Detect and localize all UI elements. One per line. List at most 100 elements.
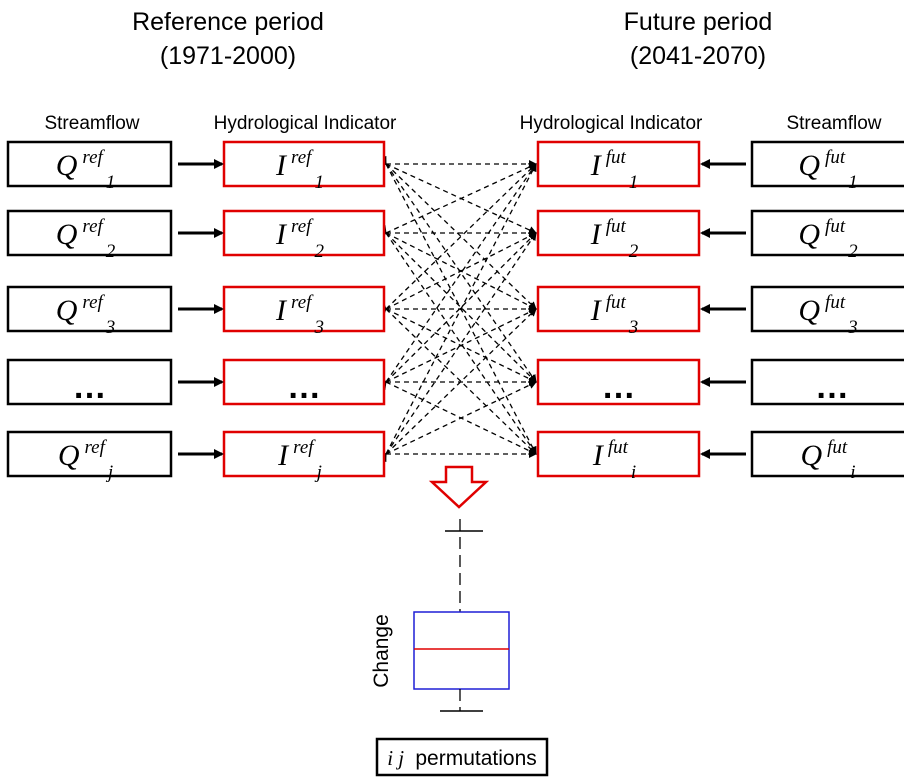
permutation-links xyxy=(377,155,537,463)
future-streamflow-box xyxy=(750,140,904,188)
future-indicator-box xyxy=(536,209,701,257)
formula-base: Q xyxy=(56,294,78,327)
formula-superscript: ref xyxy=(293,437,316,458)
boxplot-box xyxy=(413,611,510,690)
formula-superscript: ref xyxy=(82,292,105,313)
permutation-link xyxy=(378,308,537,462)
formula-subscript: 1 xyxy=(314,172,324,193)
formula-subscript: 2 xyxy=(106,241,116,262)
reference-indicator-box xyxy=(222,430,386,478)
formula-subscript: 1 xyxy=(106,172,116,193)
formula-subscript: 1 xyxy=(629,172,639,193)
formula-base: Q xyxy=(800,439,822,472)
future-period-years: (2041-2070) xyxy=(630,42,766,70)
reference-streamflow-box xyxy=(6,430,173,478)
formula-superscript: fut xyxy=(825,147,846,168)
formula-base: I xyxy=(275,218,288,251)
formula-subscript: 2 xyxy=(629,241,639,262)
formula-subscript: 1 xyxy=(848,172,858,193)
ellipsis-text: … xyxy=(602,368,636,406)
ellipsis-text: … xyxy=(73,368,107,406)
row-4: ………… xyxy=(6,358,904,406)
reference-indicator-box xyxy=(222,209,386,257)
formula-subscript: 3 xyxy=(313,317,324,338)
streamflow-header-right: Streamflow xyxy=(786,113,881,134)
formula-superscript: fut xyxy=(825,216,846,237)
formula-base: Q xyxy=(798,218,820,251)
formula-base: Q xyxy=(798,149,820,182)
formula-subscript: j xyxy=(105,462,113,483)
formula-base: Q xyxy=(798,294,820,327)
formula-superscript: ref xyxy=(82,147,105,168)
formula-superscript: ref xyxy=(291,216,314,237)
reference-streamflow-box xyxy=(6,209,173,257)
formula-superscript: fut xyxy=(825,292,846,313)
formula-superscript: ref xyxy=(82,216,105,237)
future-indicator-box xyxy=(536,140,701,188)
ellipsis-text: … xyxy=(815,368,849,406)
down-arrow-icon xyxy=(428,465,490,509)
reference-indicator-box xyxy=(222,285,386,333)
formula-superscript: ref xyxy=(84,437,107,458)
future-indicator-box xyxy=(536,430,701,478)
formula-base: I xyxy=(590,218,603,251)
reference-period-title: Reference period xyxy=(132,8,324,36)
indicator-header-left: Hydrological Indicator xyxy=(214,113,397,134)
formula-superscript: ref xyxy=(291,147,314,168)
reference-period-years: (1971-2000) xyxy=(160,42,296,70)
formula-base: I xyxy=(590,149,603,182)
permutations-box xyxy=(375,737,549,777)
formula-superscript: fut xyxy=(827,437,848,458)
formula-base: Q xyxy=(56,218,78,251)
permutation-link xyxy=(377,381,537,461)
formula-superscript: fut xyxy=(606,216,627,237)
future-streamflow-box xyxy=(750,358,904,406)
indicator-header-right: Hydrological Indicator xyxy=(520,113,703,134)
formula-subscript: 2 xyxy=(848,241,858,262)
reference-indicator-box xyxy=(222,358,386,406)
streamflow-header-left: Streamflow xyxy=(44,113,139,134)
permutations-text: permutations xyxy=(415,747,536,770)
future-streamflow-box xyxy=(750,209,904,257)
formula-subscript: 3 xyxy=(847,317,858,338)
permutation-link xyxy=(377,163,537,240)
permutations-label: i j permutations xyxy=(387,746,537,770)
reference-indicator-box xyxy=(222,140,386,188)
future-streamflow-box xyxy=(750,430,904,478)
formula-superscript: fut xyxy=(606,147,627,168)
formula-subscript: i xyxy=(631,462,636,483)
change-boxplot: Change xyxy=(370,519,510,712)
change-axis-label: Change xyxy=(370,614,393,688)
formula-superscript: fut xyxy=(606,292,627,313)
formula-base: I xyxy=(592,439,605,472)
reference-streamflow-box xyxy=(6,358,173,406)
formula-base: I xyxy=(275,294,288,327)
future-streamflow-box xyxy=(750,285,904,333)
formula-base: Q xyxy=(56,149,78,182)
formula-superscript: ref xyxy=(291,292,314,313)
permutations-vars: i j xyxy=(387,746,404,770)
permutation-link xyxy=(377,232,537,316)
formula-base: I xyxy=(590,294,603,327)
future-indicator-box xyxy=(536,358,701,406)
